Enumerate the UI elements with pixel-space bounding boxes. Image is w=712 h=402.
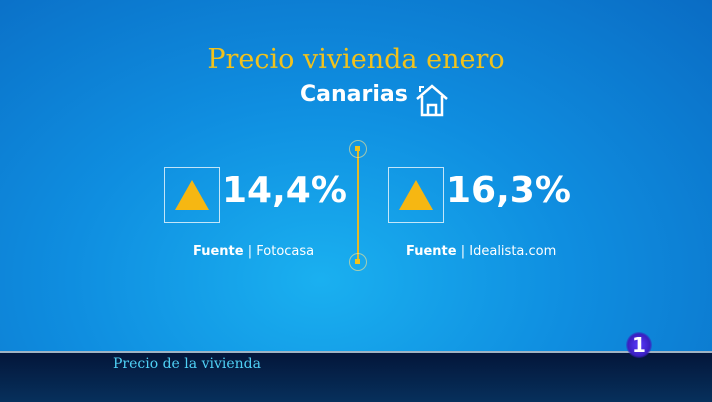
trend-box-fotocasa: [164, 167, 220, 223]
source-name: Fotocasa: [256, 244, 315, 259]
trend-box-idealista: [388, 167, 444, 223]
lower-third-bar: [0, 351, 712, 402]
source-label: Fuente: [406, 244, 457, 259]
divider-dot-bottom: [355, 259, 360, 264]
source-fotocasa: Fuente | Fotocasa: [193, 244, 314, 259]
house-icon: [416, 84, 448, 117]
stat-value-idealista: 16,3%: [446, 170, 571, 211]
separator: |: [460, 244, 466, 259]
source-idealista: Fuente | Idealista.com: [406, 244, 556, 259]
stat-value-fotocasa: 14,4%: [222, 170, 347, 211]
source-name: Idealista.com: [469, 244, 557, 259]
separator: |: [247, 244, 253, 259]
source-label: Fuente: [193, 244, 244, 259]
ticker-text: Precio de la vivienda: [113, 356, 261, 372]
divider-dot-top: [355, 146, 360, 151]
divider-line: [357, 148, 359, 262]
up-triangle-icon: [399, 180, 433, 210]
graphic-title: Precio vivienda enero: [207, 44, 505, 75]
channel-logo: 1: [626, 332, 652, 358]
divider-ring-bottom: [349, 253, 367, 271]
divider-ring-top: [349, 140, 367, 158]
up-triangle-icon: [175, 180, 209, 210]
region-label: Canarias: [300, 82, 408, 107]
